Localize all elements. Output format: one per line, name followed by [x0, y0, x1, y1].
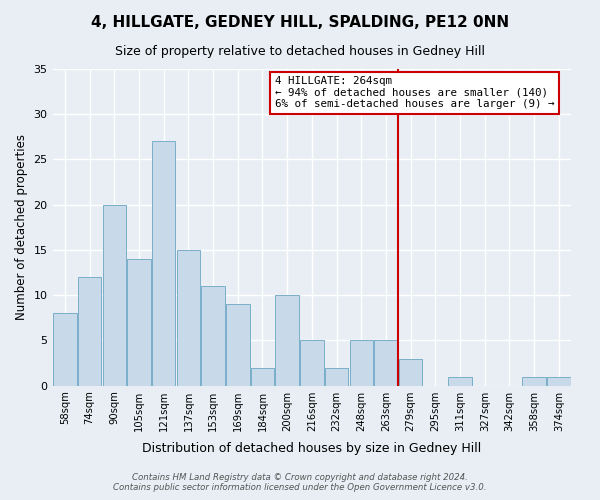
Bar [103, 204, 126, 386]
Bar [399, 358, 422, 386]
Y-axis label: Number of detached properties: Number of detached properties [15, 134, 28, 320]
Bar [547, 376, 571, 386]
X-axis label: Distribution of detached houses by size in Gedney Hill: Distribution of detached houses by size … [142, 442, 482, 455]
Bar [251, 368, 274, 386]
Text: Size of property relative to detached houses in Gedney Hill: Size of property relative to detached ho… [115, 45, 485, 58]
Bar [78, 277, 101, 386]
Bar [152, 142, 175, 386]
Bar [226, 304, 250, 386]
Bar [275, 295, 299, 386]
Bar [325, 368, 349, 386]
Text: 4 HILLGATE: 264sqm
← 94% of detached houses are smaller (140)
6% of semi-detache: 4 HILLGATE: 264sqm ← 94% of detached hou… [275, 76, 554, 110]
Bar [202, 286, 225, 386]
Bar [350, 340, 373, 386]
Bar [300, 340, 323, 386]
Bar [176, 250, 200, 386]
Bar [374, 340, 398, 386]
Bar [523, 376, 546, 386]
Bar [448, 376, 472, 386]
Bar [53, 314, 77, 386]
Text: 4, HILLGATE, GEDNEY HILL, SPALDING, PE12 0NN: 4, HILLGATE, GEDNEY HILL, SPALDING, PE12… [91, 15, 509, 30]
Bar [127, 259, 151, 386]
Text: Contains HM Land Registry data © Crown copyright and database right 2024.
Contai: Contains HM Land Registry data © Crown c… [113, 473, 487, 492]
